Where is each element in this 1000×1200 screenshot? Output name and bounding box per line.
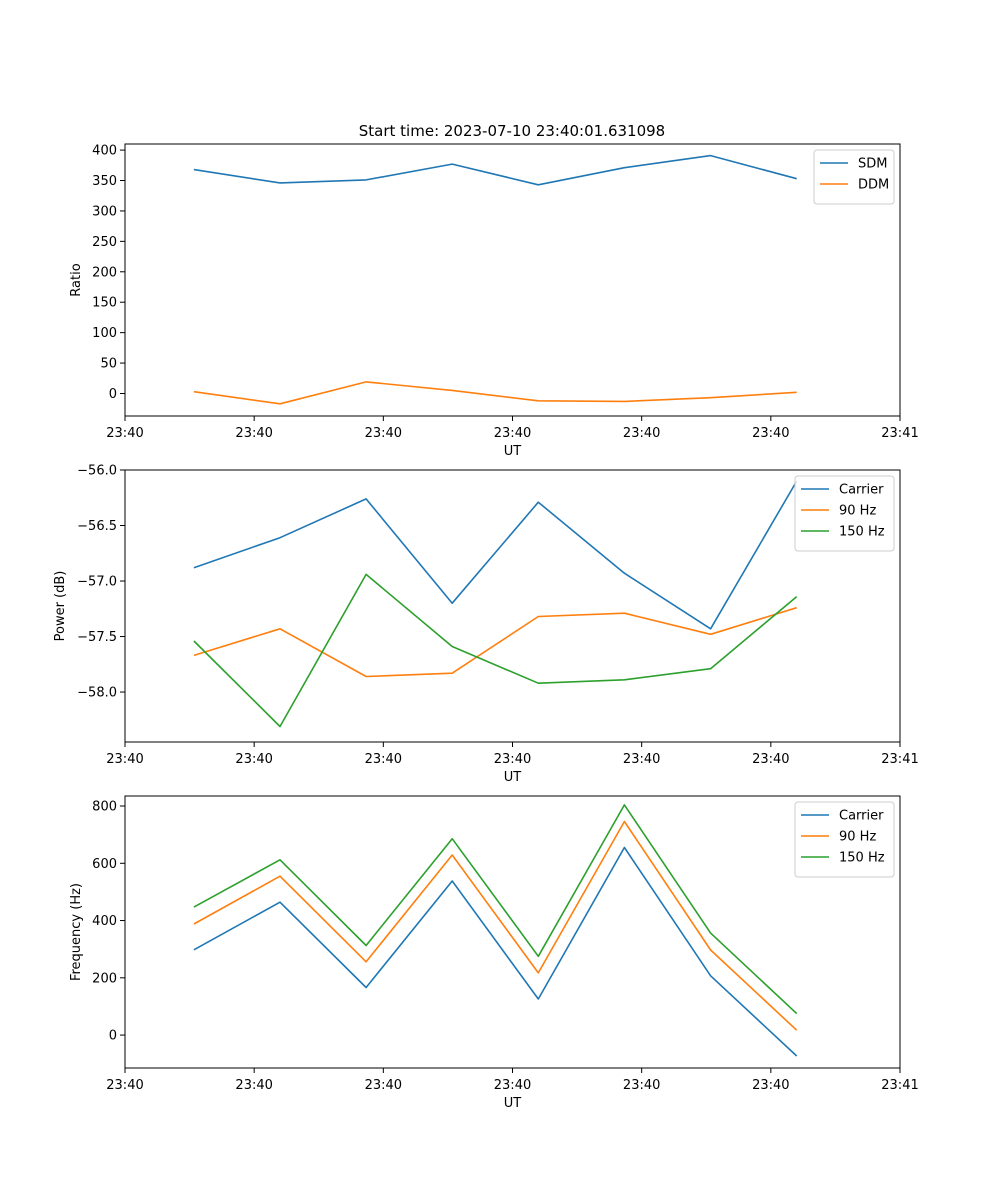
chart-1-x-tick-label: 23:40: [235, 426, 272, 441]
chart-2-series-line-carrier: [193, 480, 798, 630]
chart-1-y-tick-label: 400: [92, 144, 117, 159]
chart-2-legend-box: [794, 475, 895, 552]
chart-3-series-line-150-hz: [193, 804, 798, 1015]
chart-2-legend-label: 150 Hz: [839, 525, 885, 540]
chart-3-group: 23:40 23:40 23:40 23:40 23:40 23:40 23:41 0 200 4…: [69, 795, 919, 1111]
chart-2-y-tick-label: −58.0: [77, 686, 117, 701]
chart-2-x-tick-label: 23:40: [365, 752, 402, 767]
chart-1-y-tick-label: 300: [92, 204, 117, 219]
chart-1-y-tick-label: 250: [92, 235, 117, 250]
chart-3-y-axis-label: Frequency (Hz): [69, 883, 84, 981]
chart-1-x-tick-label: 23:40: [494, 426, 531, 441]
chart-1-y-tick-label: 0: [109, 387, 117, 402]
chart-1-series-line-ddm: [193, 381, 797, 405]
chart-3-y-tick-label: 200: [92, 971, 117, 986]
chart-3-x-tick-label: 23:40: [106, 1078, 143, 1093]
chart-3-x-tick-label: 23:40: [365, 1078, 402, 1093]
chart-3-x-tick-label: 23:40: [623, 1078, 660, 1093]
chart-2-x-tick-label: 23:40: [494, 752, 531, 767]
chart-3-legend-label: Carrier: [839, 809, 884, 824]
chart-3-legend: Carrier 90 Hz 150 Hz: [794, 801, 895, 878]
chart-3-x-tick-label: 23:40: [494, 1078, 531, 1093]
chart-3-legend-label: 150 Hz: [839, 851, 885, 866]
chart-1-x-tick-label: 23:40: [106, 426, 143, 441]
chart-2-y-tick-label: −57.5: [77, 630, 117, 645]
chart-3-series-line-90-hz: [193, 820, 798, 1031]
chart-3-series-line-carrier: [193, 846, 798, 1057]
chart-3-x-axis-label: UT: [504, 1096, 522, 1111]
chart-1-x-tick-label: 23:40: [365, 426, 402, 441]
chart-1-y-tick-label: 150: [92, 296, 117, 311]
chart-2-y-axis-label: Power (dB): [53, 571, 68, 642]
chart-1-y-axis-label: Ratio: [69, 263, 84, 296]
figure-title: Start time: 2023-07-10 23:40:01.631098: [359, 122, 665, 140]
chart-2-y-tick-label: −56.5: [77, 519, 117, 534]
chart-3-x-tick-label: 23:41: [881, 1078, 918, 1093]
chart-1-y-tick-label: 50: [100, 357, 117, 372]
chart-1-group: 23:40 23:40 23:40 23:40 23:40 23:40 23:41 0 50 10…: [69, 143, 919, 459]
chart-2-legend: Carrier 90 Hz 150 Hz: [794, 475, 895, 552]
chart-1-legend-label: SDM: [858, 157, 887, 172]
chart-1-y-tick-label: 100: [92, 326, 117, 341]
chart-1-series-line-sdm: [193, 154, 797, 186]
chart-2-x-axis-label: UT: [504, 770, 522, 785]
chart-2-legend-label: Carrier: [839, 483, 884, 498]
chart-3-y-tick-label: 0: [109, 1029, 117, 1044]
chart-3-legend-label: 90 Hz: [839, 830, 876, 845]
chart-2-legend-label: 90 Hz: [839, 504, 876, 519]
chart-3-y-tick-label: 800: [92, 800, 117, 815]
chart-2-y-tick-label: −56.0: [77, 464, 117, 479]
chart-3-legend-box: [794, 801, 895, 878]
chart-2-x-tick-label: 23:40: [235, 752, 272, 767]
chart-1-legend-label: DDM: [858, 178, 889, 193]
chart-1-y-tick-label: 350: [92, 174, 117, 189]
chart-1-legend: SDM DDM: [813, 149, 895, 205]
chart-2-series-line-150-hz: [193, 573, 798, 728]
chart-2-x-tick-label: 23:40: [752, 752, 789, 767]
chart-1-y-tick-label: 200: [92, 265, 117, 280]
chart-3-y-tick-label: 400: [92, 914, 117, 929]
chart-2-series-line-90-hz: [193, 606, 797, 678]
chart-3-x-tick-label: 23:40: [752, 1078, 789, 1093]
chart-1-x-axis-label: UT: [504, 444, 522, 459]
chart-3-x-tick-label: 23:40: [235, 1078, 272, 1093]
chart-2-x-tick-label: 23:40: [106, 752, 143, 767]
chart-1-x-tick-label: 23:41: [881, 426, 918, 441]
chart-3-y-tick-label: 600: [92, 857, 117, 872]
chart-2-y-tick-label: −57.0: [77, 575, 117, 590]
chart-2-group: 23:40 23:40 23:40 23:40 23:40 23:40 23:41 −58.0…: [53, 464, 919, 786]
chart-1-x-tick-label: 23:40: [752, 426, 789, 441]
chart-2-x-tick-label: 23:41: [881, 752, 918, 767]
chart-2-x-tick-label: 23:40: [623, 752, 660, 767]
chart-1-x-tick-label: 23:40: [623, 426, 660, 441]
